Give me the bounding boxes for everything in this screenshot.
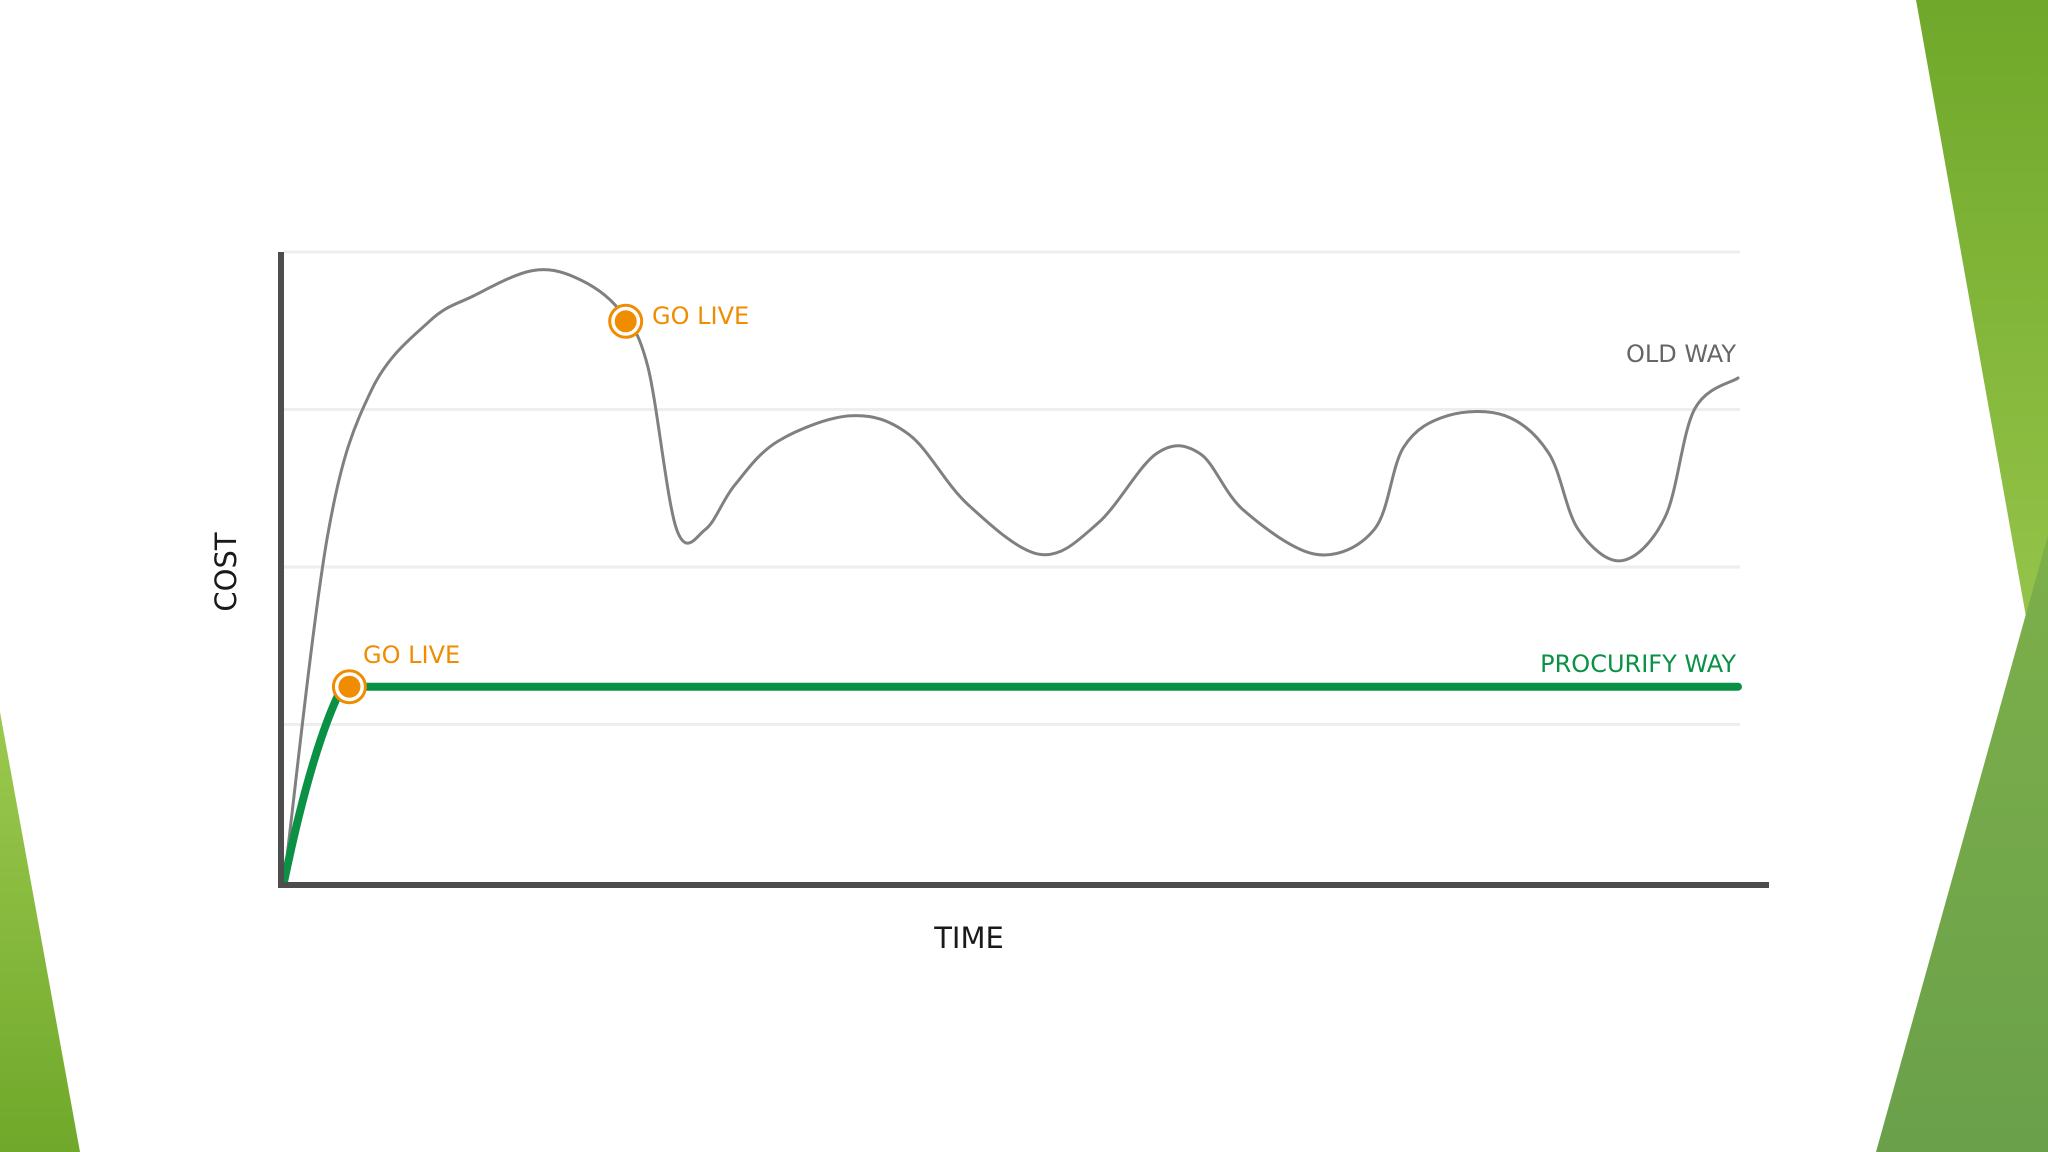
go-live-label-old-way: GO LIVE (652, 302, 749, 330)
y-axis-label: COST (209, 532, 243, 611)
cost-over-time-chart: TIME COST OLD WAY PROCURIFY WAY GO LIVE … (209, 250, 1769, 955)
accent-shape-right-top (1916, 0, 2048, 740)
series-label-old-way: OLD WAY (1626, 340, 1736, 368)
go-live-marker-dot-1 (614, 310, 637, 333)
x-axis-label: TIME (933, 921, 1004, 955)
series-line-old-way (282, 268, 1740, 884)
gridlines (284, 250, 1740, 726)
accent-shape-left (0, 712, 80, 1152)
go-live-marker-dot-2 (338, 675, 361, 698)
series-lines (280, 268, 1742, 886)
go-live-label-procurify-way: GO LIVE (363, 641, 460, 669)
series-line-procurify-way (280, 682, 1742, 886)
accent-shape-right-bottom (1876, 535, 2048, 1152)
go-live-markers (331, 303, 644, 705)
series-label-procurify-way: PROCURIFY WAY (1540, 650, 1736, 678)
